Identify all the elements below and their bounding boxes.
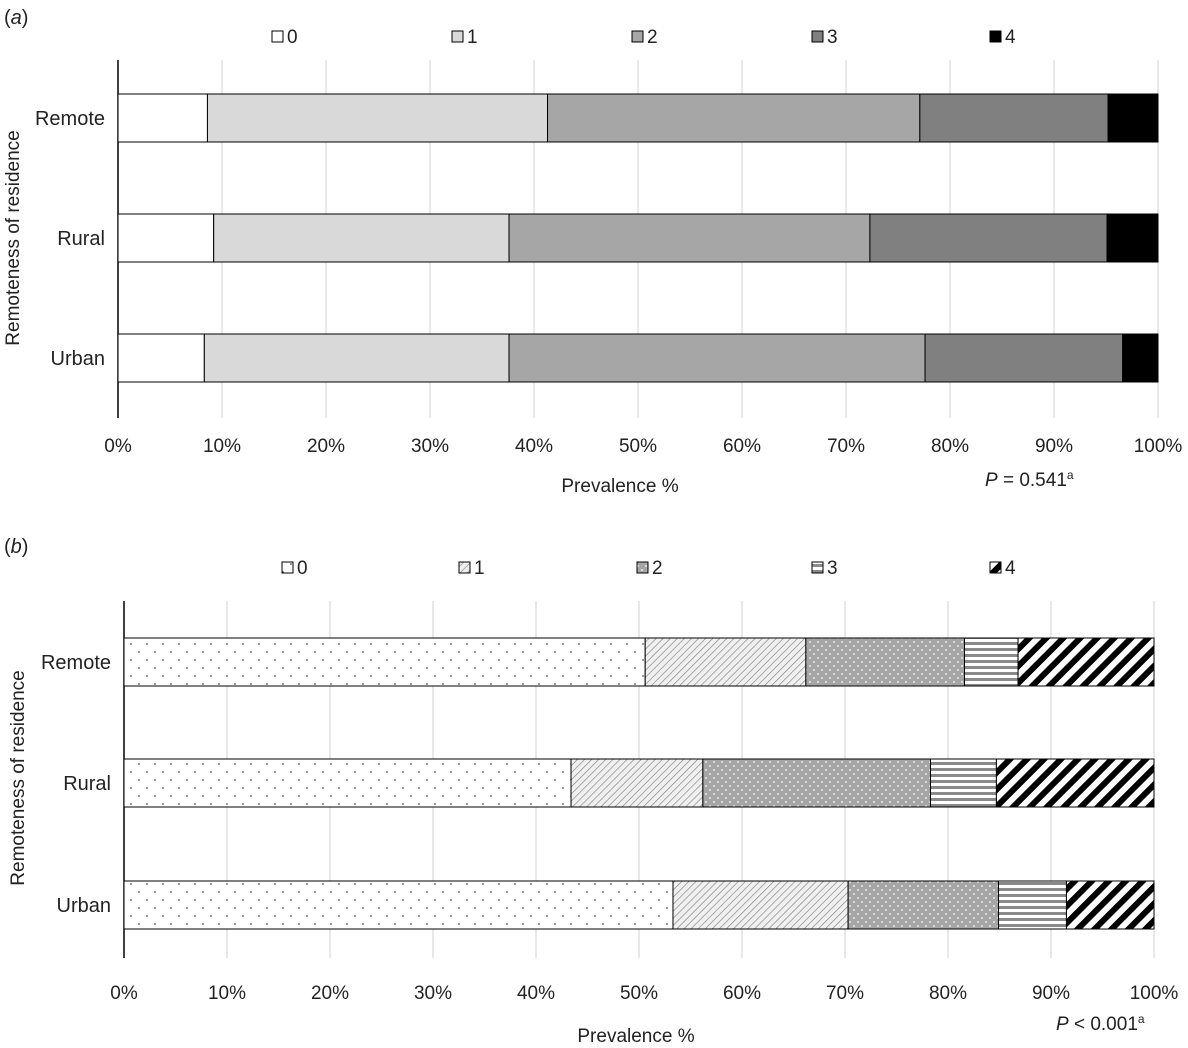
bar-remote-2	[805, 637, 965, 687]
x-axis-label: Prevalence %	[561, 476, 678, 497]
bar-urban-0	[117, 333, 205, 383]
y-axis-label: Remoteness of residence	[8, 670, 29, 885]
legend-label: 1	[467, 27, 478, 48]
y-axis-label: Remoteness of residence	[3, 130, 24, 345]
x-tick-label: 0%	[104, 436, 132, 457]
legend-swatch-3	[811, 30, 824, 43]
legend-swatch-0	[271, 30, 284, 43]
bar-rural-0	[123, 758, 572, 808]
legend-label: 1	[474, 558, 485, 579]
x-tick-label: 40%	[515, 436, 553, 457]
x-tick-label: 70%	[826, 983, 864, 1004]
bar-urban-4	[1065, 880, 1155, 930]
bar-remote-1	[644, 637, 807, 687]
category-label: Remote	[35, 108, 105, 130]
category-label: Rural	[57, 228, 105, 250]
x-tick-label: 100%	[1130, 983, 1179, 1004]
x-tick-label: 40%	[517, 983, 555, 1004]
legend-label: 4	[1005, 27, 1016, 48]
legend-swatch-1	[451, 30, 464, 43]
legend-label: 3	[827, 27, 838, 48]
x-tick-label: 80%	[929, 983, 967, 1004]
bar-remote-0	[117, 93, 208, 143]
bar-remote-0	[123, 637, 646, 687]
bar-rural-4	[1106, 213, 1159, 263]
x-axis-label: Prevalence %	[577, 1026, 694, 1047]
bar-rural-2	[508, 213, 871, 263]
bar-remote-1	[206, 93, 549, 143]
x-tick-label: 30%	[414, 983, 452, 1004]
panel-label: (b)	[4, 536, 28, 558]
x-tick-label: 50%	[620, 983, 658, 1004]
x-tick-label: 10%	[203, 436, 241, 457]
legend-label: 0	[287, 27, 298, 48]
panel-label: (a)	[4, 7, 28, 29]
x-tick-label: 20%	[311, 983, 349, 1004]
x-tick-label: 80%	[931, 436, 969, 457]
x-tick-label: 90%	[1032, 983, 1070, 1004]
x-tick-label: 100%	[1134, 436, 1183, 457]
bar-rural-4	[995, 758, 1155, 808]
category-label: Urban	[51, 348, 105, 370]
legend-swatch-4	[989, 30, 1002, 43]
x-tick-label: 0%	[110, 983, 138, 1004]
bar-rural-1	[213, 213, 510, 263]
bar-remote-2	[547, 93, 921, 143]
bar-remote-4	[1017, 637, 1155, 687]
legend-swatch-2	[636, 561, 649, 574]
chart-panel-a: (a) Remote Rural Urban 0% 10% 20% 30% 40% 50% 60% 7…	[3, 7, 1182, 497]
bar-urban-1	[672, 880, 849, 930]
bar-urban-0	[123, 880, 674, 930]
x-tick-label: 90%	[1035, 436, 1073, 457]
bar-urban-3	[997, 880, 1067, 930]
x-tick-label: 60%	[723, 983, 761, 1004]
bar-urban-1	[203, 333, 510, 383]
x-tick-label: 10%	[208, 983, 246, 1004]
bar-remote-3	[963, 637, 1019, 687]
legend-swatch-1	[458, 561, 471, 574]
bar-urban-2	[847, 880, 999, 930]
legend-label: 2	[652, 558, 663, 579]
category-label: Remote	[41, 652, 111, 674]
bar-urban-3	[924, 333, 1124, 383]
category-label: Urban	[57, 895, 111, 917]
bar-rural-3	[929, 758, 997, 808]
bar-remote-4	[1107, 93, 1159, 143]
legend-swatch-0	[281, 561, 294, 574]
category-label: Rural	[63, 773, 111, 795]
legend-swatch-2	[631, 30, 644, 43]
legend-label: 3	[827, 558, 838, 579]
bar-urban-4	[1122, 333, 1159, 383]
bar-rural-1	[570, 758, 704, 808]
legend-swatch-3	[811, 561, 824, 574]
x-tick-label: 30%	[411, 436, 449, 457]
x-tick-label: 20%	[307, 436, 345, 457]
x-tick-label: 70%	[827, 436, 865, 457]
bar-rural-0	[117, 213, 215, 263]
bar-urban-2	[508, 333, 926, 383]
p-value: P = 0.541a	[985, 468, 1074, 491]
chart-panel-b: (b) Remote Rural Urban 0% 10% 20% 30% 40% 50% 60% 7…	[4, 536, 1178, 1047]
p-value: P < 0.001a	[1056, 1012, 1145, 1035]
legend-label: 0	[297, 558, 308, 579]
x-tick-label: 60%	[723, 436, 761, 457]
legend-label: 2	[647, 27, 658, 48]
legend-label: 4	[1005, 558, 1016, 579]
bar-rural-3	[869, 213, 1108, 263]
legend-swatch-4	[989, 561, 1002, 574]
x-tick-label: 50%	[619, 436, 657, 457]
bar-remote-3	[919, 93, 1109, 143]
bar-rural-2	[702, 758, 931, 808]
